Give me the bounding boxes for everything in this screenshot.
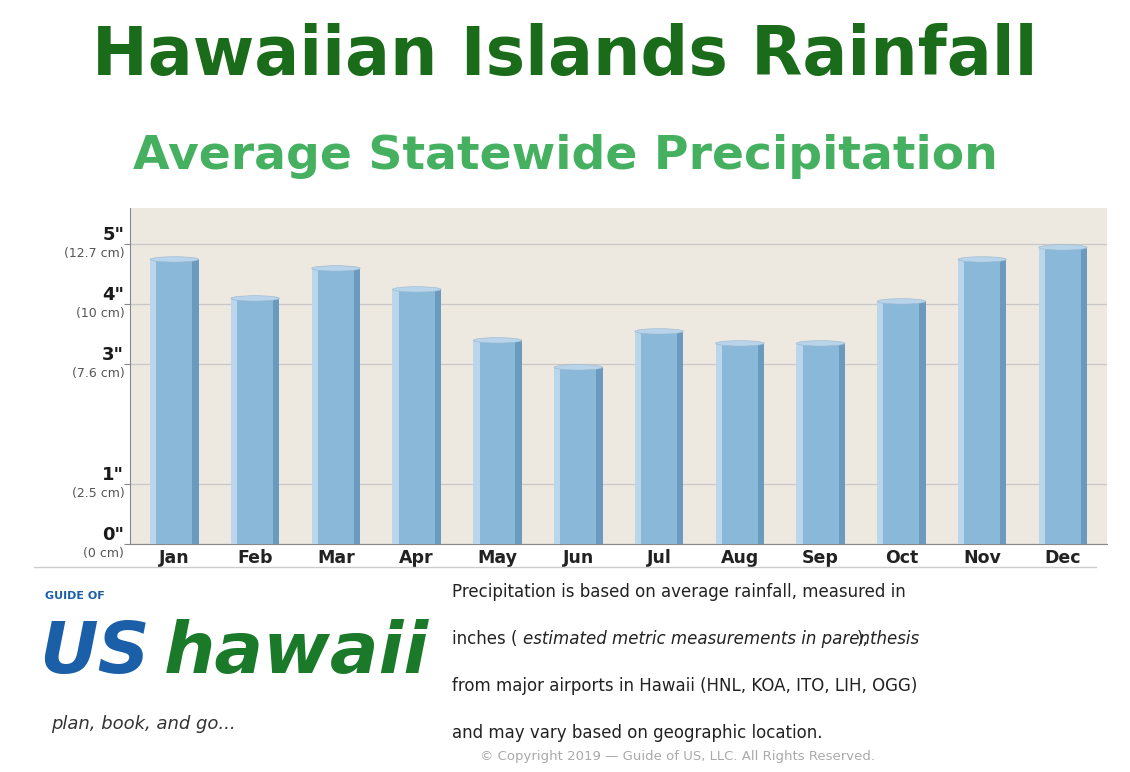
Bar	[677, 331, 684, 544]
Ellipse shape	[1038, 542, 1087, 547]
Bar	[958, 259, 1007, 544]
Ellipse shape	[150, 542, 199, 547]
Ellipse shape	[958, 257, 1007, 262]
Text: (2.5 cm): (2.5 cm)	[71, 487, 124, 500]
Text: (0 cm): (0 cm)	[84, 547, 124, 560]
Ellipse shape	[877, 542, 925, 547]
Ellipse shape	[231, 296, 279, 301]
Bar	[838, 344, 845, 544]
Bar	[1081, 247, 1087, 544]
Bar	[920, 301, 925, 544]
Bar	[958, 259, 964, 544]
Ellipse shape	[392, 542, 441, 547]
Ellipse shape	[797, 542, 845, 547]
Ellipse shape	[1038, 245, 1087, 250]
Ellipse shape	[231, 542, 279, 547]
Bar	[1038, 247, 1087, 544]
Ellipse shape	[473, 542, 522, 547]
Text: Hawaiian Islands Rainfall: Hawaiian Islands Rainfall	[93, 23, 1037, 90]
Bar	[192, 259, 199, 544]
Text: (7.6 cm): (7.6 cm)	[71, 367, 124, 380]
Ellipse shape	[635, 329, 684, 334]
Bar	[473, 340, 522, 544]
Bar	[231, 299, 237, 544]
Text: inches (: inches (	[452, 630, 518, 648]
Text: © Copyright 2019 — Guide of US, LLC. All Rights Reserved.: © Copyright 2019 — Guide of US, LLC. All…	[480, 750, 876, 763]
Bar	[150, 259, 199, 544]
Bar	[597, 367, 602, 544]
Bar	[1000, 259, 1007, 544]
Ellipse shape	[877, 299, 925, 304]
Ellipse shape	[150, 257, 199, 262]
Text: 1": 1"	[103, 466, 124, 484]
Bar	[635, 331, 684, 544]
Ellipse shape	[635, 542, 684, 547]
Text: US: US	[40, 618, 150, 688]
Bar	[797, 344, 802, 544]
Bar	[392, 290, 441, 544]
Ellipse shape	[958, 542, 1007, 547]
Ellipse shape	[554, 364, 602, 370]
Text: Average Statewide Precipitation: Average Statewide Precipitation	[132, 134, 998, 179]
Text: 3": 3"	[103, 346, 124, 364]
Bar	[312, 269, 318, 544]
Ellipse shape	[715, 340, 764, 346]
Ellipse shape	[554, 542, 602, 547]
Text: GUIDE OF: GUIDE OF	[45, 591, 105, 601]
Ellipse shape	[312, 542, 360, 547]
Bar	[515, 340, 522, 544]
Bar	[1038, 247, 1045, 544]
Ellipse shape	[715, 542, 764, 547]
Text: hawaii: hawaii	[164, 618, 429, 688]
Ellipse shape	[797, 340, 845, 346]
Text: (12.7 cm): (12.7 cm)	[63, 247, 124, 260]
Bar	[877, 301, 884, 544]
Text: from major airports in Hawaii (HNL, KOA, ITO, LIH, OGG): from major airports in Hawaii (HNL, KOA,…	[452, 677, 918, 696]
Ellipse shape	[473, 337, 522, 343]
Bar	[473, 340, 479, 544]
Ellipse shape	[392, 286, 441, 292]
Bar	[635, 331, 641, 544]
Text: 0": 0"	[103, 526, 124, 544]
Bar	[715, 344, 764, 544]
Text: plan, book, and go...: plan, book, and go...	[51, 715, 235, 733]
Text: Precipitation is based on average rainfall, measured in: Precipitation is based on average rainfa…	[452, 583, 906, 601]
Bar	[273, 299, 279, 544]
Text: 5": 5"	[103, 226, 124, 244]
Bar	[877, 301, 925, 544]
Bar	[435, 290, 441, 544]
Bar	[715, 344, 722, 544]
Bar	[758, 344, 764, 544]
Bar	[554, 367, 602, 544]
Bar	[354, 269, 360, 544]
Bar	[392, 290, 399, 544]
Text: and may vary based on geographic location.: and may vary based on geographic locatio…	[452, 723, 823, 742]
Text: estimated metric measurements in parenthesis: estimated metric measurements in parenth…	[523, 630, 920, 648]
Bar	[554, 367, 560, 544]
Text: 4": 4"	[103, 286, 124, 304]
Text: ),: ),	[857, 630, 869, 648]
Bar	[150, 259, 156, 544]
Text: (10 cm): (10 cm)	[76, 307, 124, 320]
Ellipse shape	[312, 266, 360, 271]
Bar	[231, 299, 279, 544]
Bar	[312, 269, 360, 544]
Bar	[797, 344, 845, 544]
